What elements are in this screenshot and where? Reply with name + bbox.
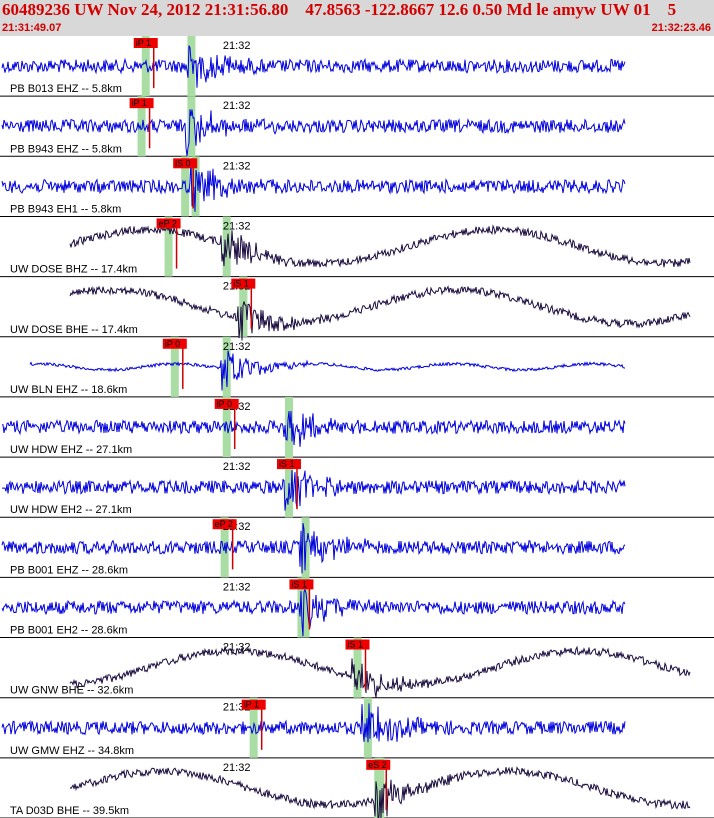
minute-tick-label: 21:32	[223, 461, 251, 473]
pick-label: iP 1	[132, 98, 147, 108]
pick-label-box[interactable]	[162, 338, 187, 349]
pick-label-box[interactable]	[289, 579, 314, 590]
pick-label: iS 1	[279, 459, 295, 469]
trace-row: 21:32 iP 1 PB B943 EHZ -- 5.8km	[0, 96, 714, 157]
pick-label: iP 0	[165, 339, 180, 349]
waveform-line	[1, 703, 626, 743]
minute-tick-label: 21:32	[223, 642, 251, 654]
arrival-window	[170, 336, 179, 397]
station-label: PB B013 EHZ -- 5.8km	[10, 83, 122, 95]
pick-label: iS 1	[347, 640, 363, 650]
arrival-window	[301, 577, 310, 638]
pick-label-box[interactable]	[276, 459, 301, 470]
waveform-line	[1, 523, 626, 574]
pick-label: eP 2	[215, 519, 233, 529]
station-label: UW BLN EHZ -- 18.6km	[10, 384, 127, 396]
trace-row: 21:32 iP 0 UW BLN EHZ -- 18.6km	[0, 336, 714, 398]
station-label: PB B943 EH1 -- 5.8km	[10, 203, 121, 215]
waveform-line	[2, 410, 626, 447]
arrival-window	[222, 396, 231, 458]
station-label: UW DOSE BHZ -- 17.4km	[10, 264, 137, 276]
waveform-line	[69, 224, 691, 268]
event-header: 60489236 UW Nov 24, 2012 21:31:56.80 47.…	[0, 0, 714, 36]
window-start-time: 21:31:49.07	[2, 22, 62, 34]
trace-row: 21:32 eP 2 UW DOSE BHZ -- 17.4km	[0, 216, 714, 278]
trace-row: 21:32 eS 2 TA D03D BHE -- 39.5km	[0, 757, 714, 818]
arrival-window	[187, 36, 196, 97]
event-title: 60489236 UW Nov 24, 2012 21:31:56.80 47.…	[2, 0, 677, 19]
minute-tick-label: 21:32	[223, 100, 251, 112]
arrival-window	[137, 96, 146, 157]
pick-label-box[interactable]	[156, 218, 181, 229]
pick-label-box[interactable]	[366, 759, 391, 770]
arrival-window	[164, 216, 173, 277]
seismogram-panel: 21:32 iP 1 PB B013 EHZ -- 5.8km 21:32 iP 1 PB…	[0, 36, 714, 818]
trace-row: 21:32 iP 1 PB B013 EHZ -- 5.8km	[0, 36, 714, 97]
pick-label: iP 1	[244, 700, 259, 710]
minute-tick-label: 21:32	[223, 220, 251, 232]
pick-label: eS 2	[368, 760, 387, 770]
pick-label-box[interactable]	[129, 98, 154, 109]
station-label: UW DOSE BHE -- 17.4km	[10, 324, 138, 336]
trace-row: 21:32 iS 1 UW GNW BHE -- 32.6km	[0, 637, 714, 699]
trace-row: 21:32 iS 1 PB B001 EH2 -- 28.6km	[0, 577, 714, 639]
minute-tick-label: 21:32	[223, 160, 251, 172]
pick-label-box[interactable]	[212, 519, 237, 530]
arrival-window	[187, 96, 196, 157]
pick-label: eP 2	[159, 218, 177, 228]
waveform-line	[69, 285, 691, 341]
arrival-window	[141, 36, 150, 97]
arrival-window	[353, 637, 362, 698]
pick-label-box[interactable]	[241, 699, 266, 710]
station-label: UW HDW EHZ -- 27.1km	[10, 444, 132, 456]
waveform-line	[69, 645, 691, 698]
pick-label: iP 1	[136, 38, 151, 48]
pick-label: iP 0	[217, 399, 232, 409]
arrival-window	[222, 336, 231, 397]
station-label: PB B001 EHZ -- 28.6km	[10, 564, 128, 576]
minute-tick-label: 21:32	[223, 581, 251, 593]
arrival-window	[284, 396, 293, 458]
waveform-line	[29, 350, 626, 391]
pick-label: iS 0	[175, 158, 191, 168]
station-label: UW GNW BHE -- 32.6km	[10, 685, 133, 697]
pick-label-box[interactable]	[214, 398, 239, 409]
pick-label-box[interactable]	[231, 278, 256, 289]
trace-row: 21:32 iS 0 PB B943 EH1 -- 5.8km	[0, 156, 714, 217]
waveform-line	[2, 470, 626, 511]
arrival-window	[376, 757, 385, 818]
window-end-time: 21:32:23.46	[651, 22, 711, 34]
station-label: UW HDW EH2 -- 27.1km	[10, 504, 132, 516]
waveform-line	[1, 588, 626, 637]
minute-tick-label: 21:32	[223, 341, 251, 353]
trace-row: 21:32 iS 1 UW HDW EH2 -- 27.1km	[0, 457, 714, 518]
minute-tick-label: 21:32	[223, 762, 251, 774]
pick-label-box[interactable]	[345, 639, 370, 650]
pick-label: iS 1	[291, 579, 307, 589]
waveform-line	[1, 109, 626, 157]
pick-label-box[interactable]	[173, 158, 198, 169]
waveform-line	[69, 766, 691, 818]
pick-label: iS 1	[233, 279, 249, 289]
minute-tick-label: 21:32	[223, 40, 251, 52]
station-label: PB B943 EHZ -- 5.8km	[10, 143, 122, 155]
station-label: UW GMW EHZ -- 34.8km	[10, 745, 134, 757]
pick-label-box[interactable]	[133, 38, 158, 48]
waveform-line	[1, 159, 626, 212]
waveform-line	[1, 45, 626, 88]
station-label: PB B001 EH2 -- 28.6km	[10, 625, 127, 637]
station-label: TA D03D BHE -- 39.5km	[10, 805, 129, 817]
